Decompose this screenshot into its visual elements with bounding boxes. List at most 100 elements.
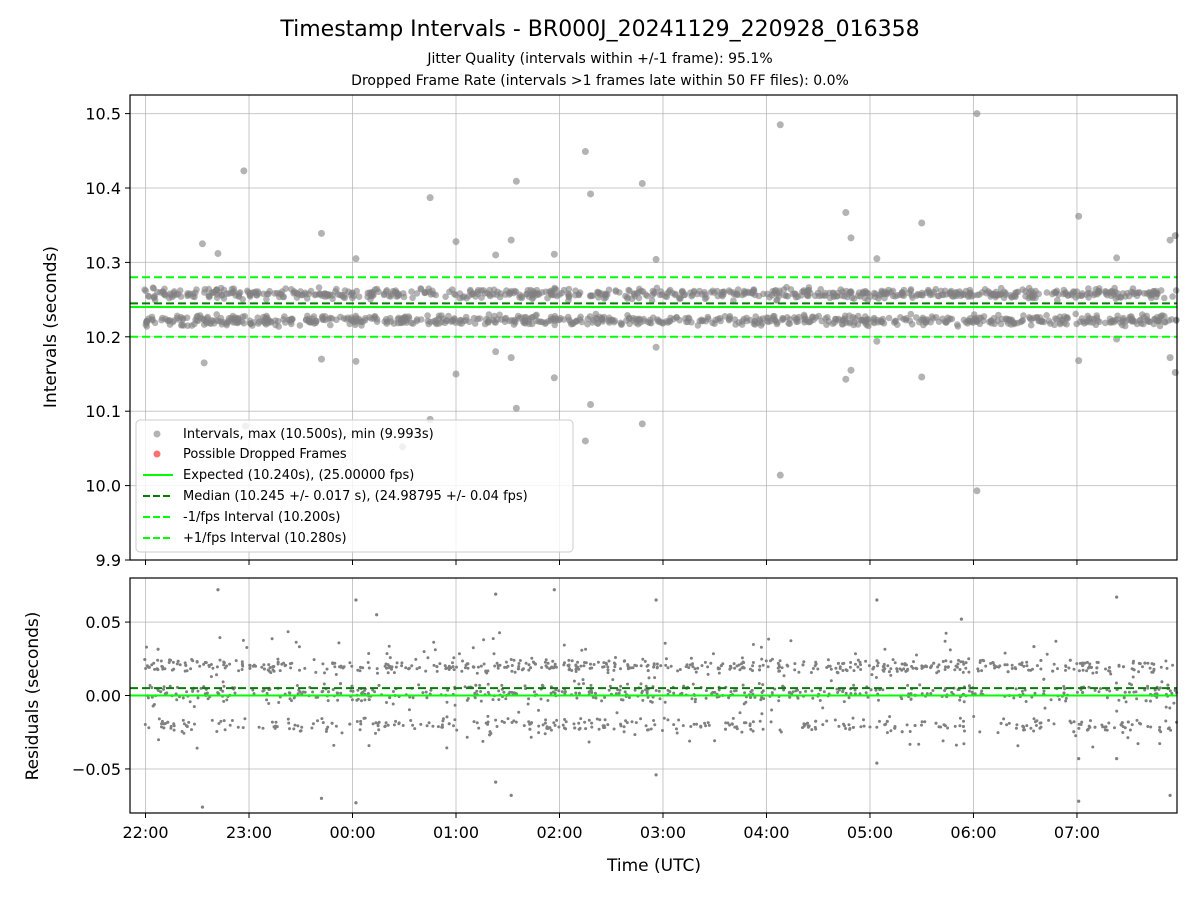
residual-point xyxy=(590,721,594,725)
residual-point xyxy=(869,688,873,692)
residual-point xyxy=(549,691,553,695)
interval-point xyxy=(225,315,233,322)
interval-point xyxy=(913,314,920,321)
interval-point xyxy=(164,317,172,325)
residual-point xyxy=(537,731,541,735)
residual-point xyxy=(811,667,815,670)
interval-point xyxy=(565,291,573,298)
interval-outlier-point xyxy=(842,209,850,217)
residual-point xyxy=(1119,723,1123,727)
residual-point xyxy=(188,700,192,704)
interval-point xyxy=(928,313,936,320)
residual-point xyxy=(512,719,516,723)
residual-point xyxy=(160,722,163,726)
interval-point xyxy=(1172,287,1180,294)
residual-point xyxy=(457,652,461,656)
residual-point xyxy=(432,663,436,667)
interval-point xyxy=(771,312,778,320)
residual-point xyxy=(215,730,219,733)
residual-point xyxy=(413,727,417,731)
residual-point xyxy=(718,667,721,671)
interval-point xyxy=(1026,293,1034,301)
residual-point xyxy=(172,728,176,732)
residual-point xyxy=(572,722,576,726)
residual-point xyxy=(466,697,470,700)
residual-point xyxy=(294,640,298,644)
residual-point xyxy=(392,723,396,727)
residual-point xyxy=(848,665,852,669)
residual-point xyxy=(847,723,851,727)
residual-point xyxy=(293,723,297,727)
residual-point xyxy=(248,663,252,667)
residual-point xyxy=(166,720,170,724)
residual-point xyxy=(1159,665,1163,669)
interval-outlier-point xyxy=(200,359,208,367)
residual-point xyxy=(262,667,266,671)
interval-point xyxy=(347,316,355,323)
interval-point xyxy=(1027,321,1035,329)
residual-point xyxy=(758,719,762,723)
interval-point xyxy=(786,316,794,323)
residual-point xyxy=(440,725,444,729)
residual-point xyxy=(594,696,598,700)
interval-point xyxy=(1109,317,1117,324)
interval-point xyxy=(730,297,737,304)
residual-point xyxy=(1025,724,1029,728)
interval-outlier-point xyxy=(452,370,460,378)
residual-point xyxy=(914,666,918,670)
residual-point xyxy=(618,688,622,692)
x-tick-label: 22:00 xyxy=(122,823,168,842)
residual-point xyxy=(603,726,607,729)
residual-point xyxy=(286,630,290,634)
interval-point xyxy=(855,292,862,299)
interval-point xyxy=(1017,318,1024,326)
residual-point xyxy=(1113,726,1116,730)
interval-point xyxy=(276,290,284,298)
interval-outlier-point xyxy=(1075,357,1083,365)
interval-point xyxy=(740,287,748,295)
chart-subtitle-jitter: Jitter Quality (intervals within +/-1 fr… xyxy=(426,51,772,67)
residual-point xyxy=(946,726,950,730)
residual-point xyxy=(724,727,727,731)
residual-outlier-point xyxy=(494,592,498,596)
residual-point xyxy=(689,656,693,660)
residual-point xyxy=(1088,662,1092,666)
interval-point xyxy=(799,288,806,296)
interval-point xyxy=(307,287,315,295)
residual-point xyxy=(779,730,783,734)
interval-point xyxy=(849,313,857,321)
interval-outlier-point xyxy=(1166,236,1174,244)
residual-point xyxy=(553,662,557,666)
interval-point xyxy=(1102,290,1110,297)
interval-point xyxy=(783,283,790,291)
residual-point xyxy=(1117,698,1121,702)
interval-point xyxy=(462,313,470,321)
interval-point xyxy=(150,285,157,292)
residual-point xyxy=(334,673,338,676)
residual-point xyxy=(954,743,958,747)
residual-point xyxy=(576,660,580,664)
residual-point xyxy=(1168,706,1172,710)
interval-point xyxy=(178,321,186,329)
residual-point xyxy=(837,724,841,728)
residual-point xyxy=(159,659,163,663)
interval-point xyxy=(398,315,405,322)
interval-point xyxy=(469,290,476,298)
residual-point xyxy=(827,664,830,668)
interval-point xyxy=(325,315,332,323)
residual-point xyxy=(664,663,668,667)
residual-point xyxy=(303,690,307,694)
residual-point xyxy=(488,733,492,737)
interval-point xyxy=(803,316,810,323)
residual-point xyxy=(597,727,601,731)
interval-point xyxy=(885,314,893,322)
residual-point xyxy=(1099,687,1102,691)
interval-outlier-point xyxy=(776,471,784,479)
residual-point xyxy=(806,725,810,729)
residual-point xyxy=(1149,699,1152,703)
residual-point xyxy=(1078,661,1082,665)
residual-point xyxy=(941,739,945,743)
residual-point xyxy=(1114,681,1118,685)
residual-point xyxy=(810,728,814,732)
interval-point xyxy=(881,294,888,302)
